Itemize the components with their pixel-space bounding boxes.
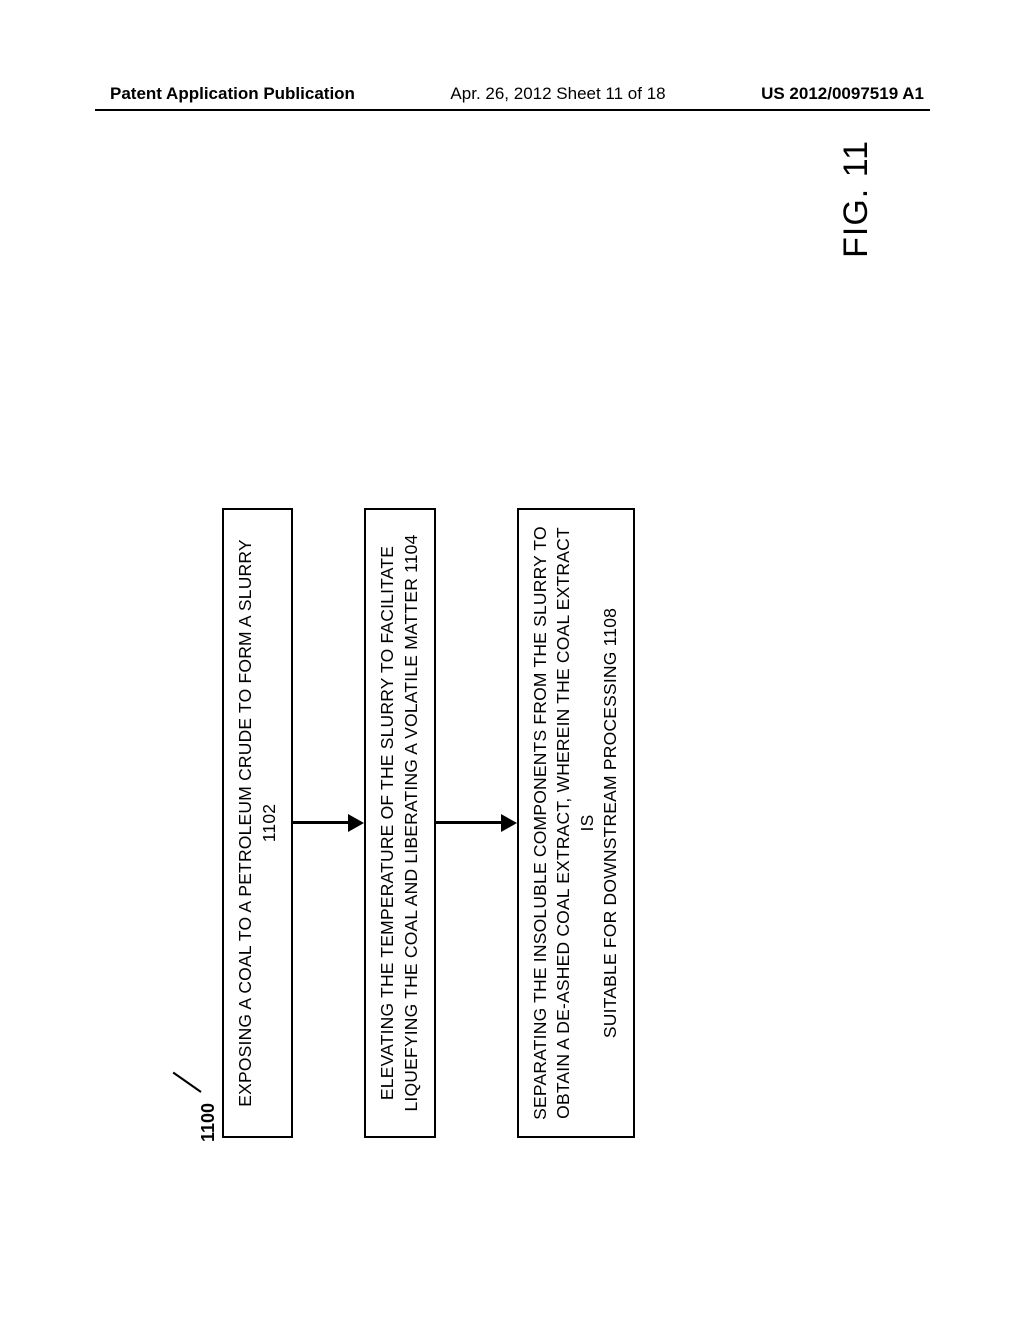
figure-caption: FIG. 11: [837, 140, 876, 258]
rotated-figure: 1100 EXPOSING A COAL TO A PETROLEUM CRUD…: [102, 110, 922, 1210]
flow-box-2-line-1: ELEVATING THE TEMPERATURE OF THE SLURRY …: [376, 518, 400, 1128]
flow-box-3-line-1: SEPARATING THE INSOLUBLE COMPONENTS FROM…: [529, 518, 553, 1128]
flow-box-3-line-2: OBTAIN A DE-ASHED COAL EXTRACT, WHEREIN …: [552, 518, 599, 1128]
flow-box-3-line-3: SUITABLE FOR DOWNSTREAM PROCESSING 1108: [599, 518, 623, 1128]
page-header: Patent Application Publication Apr. 26, …: [0, 84, 1024, 104]
flow-box-1-line-1: EXPOSING A COAL TO A PETROLEUM CRUDE TO …: [234, 518, 281, 1128]
flow-box-1: EXPOSING A COAL TO A PETROLEUM CRUDE TO …: [222, 508, 293, 1138]
flowchart: EXPOSING A COAL TO A PETROLEUM CRUDE TO …: [222, 508, 635, 1138]
figure-ref-number: 1100: [198, 1103, 219, 1142]
header-left: Patent Application Publication: [110, 84, 355, 104]
header-center: Apr. 26, 2012 Sheet 11 of 18: [450, 84, 665, 104]
header-right: US 2012/0097519 A1: [761, 84, 924, 104]
arrow-shaft: [436, 822, 502, 825]
arrow-shaft: [293, 822, 349, 825]
flow-arrow-1: [293, 814, 364, 832]
flow-box-2: ELEVATING THE TEMPERATURE OF THE SLURRY …: [364, 508, 435, 1138]
arrow-head-icon: [501, 814, 517, 832]
figure-ref-tick: [173, 1072, 202, 1093]
flow-arrow-2: [436, 814, 517, 832]
flow-box-2-line-2: LIQUEFYING THE COAL AND LIBERATING A VOL…: [400, 518, 424, 1128]
flow-box-3: SEPARATING THE INSOLUBLE COMPONENTS FROM…: [517, 508, 636, 1138]
arrow-head-icon: [348, 814, 364, 832]
